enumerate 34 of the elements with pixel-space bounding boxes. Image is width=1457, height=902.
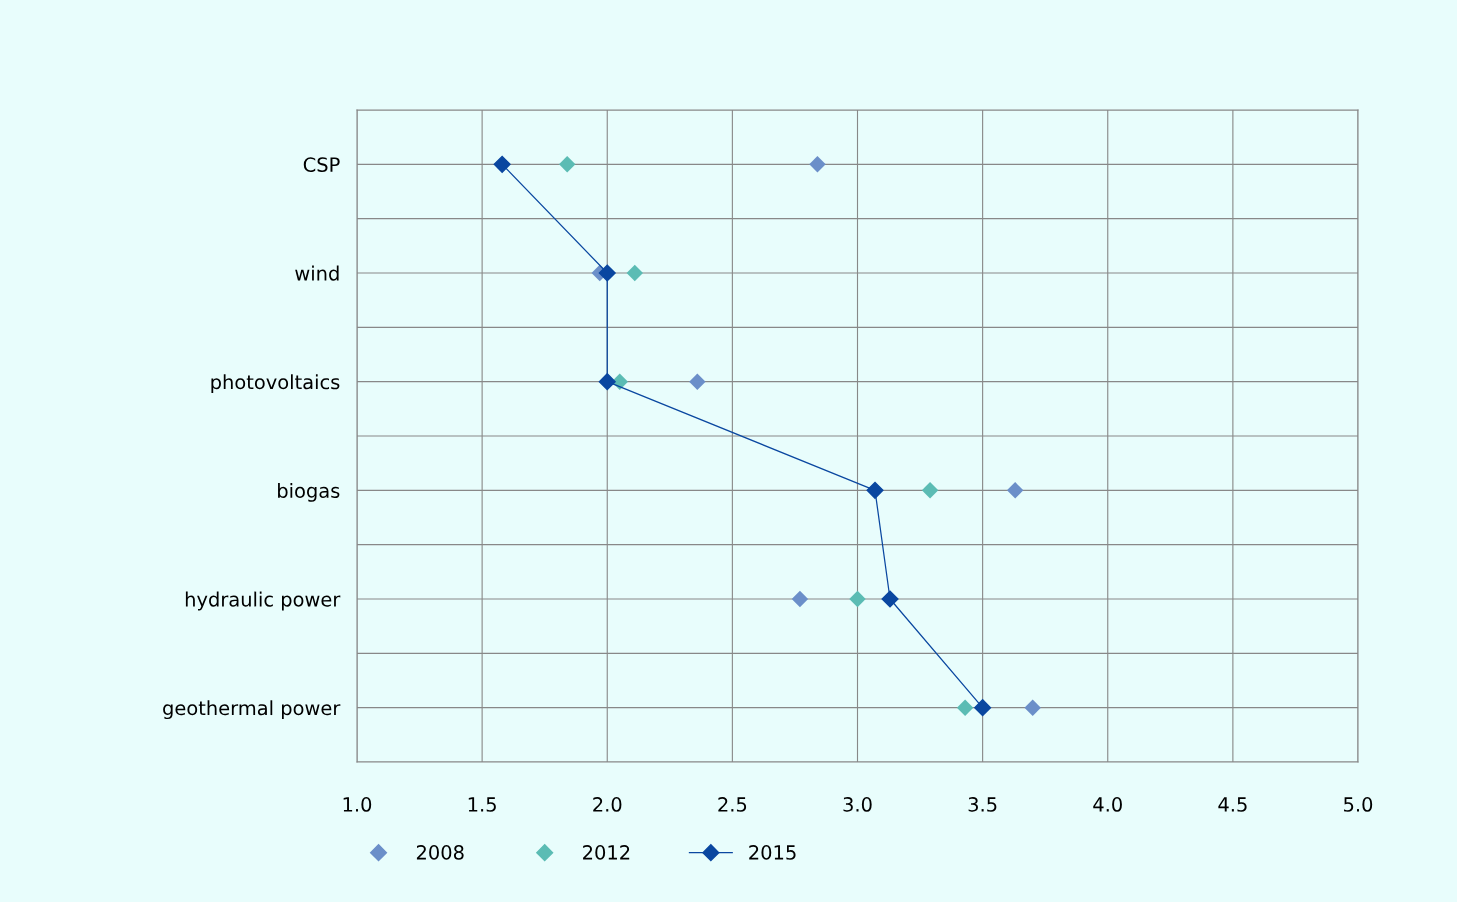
y-tick-label: CSP [303, 157, 340, 172]
point [598, 264, 616, 282]
x-tick-label: 5.0 [1344, 797, 1373, 812]
point [956, 699, 974, 716]
point [493, 155, 511, 173]
point [921, 482, 939, 499]
point [809, 156, 826, 173]
point [558, 156, 576, 173]
point [881, 590, 899, 608]
legend-label: 2012 [583, 845, 630, 860]
y-tick-label: hydraulic power [185, 591, 341, 611]
y-tick-label: geothermal power [163, 700, 341, 720]
x-tick-label: 4.0 [1093, 797, 1122, 812]
point [791, 590, 809, 608]
x-tick-label: 1.0 [343, 797, 372, 812]
x-tick-label: 3.0 [843, 797, 872, 812]
point [1006, 482, 1024, 499]
legend-label: 2008 [416, 845, 464, 860]
x-tick-label: 4.5 [1218, 797, 1247, 812]
point [849, 590, 866, 608]
legend-label: 2015 [749, 845, 796, 860]
y-tick-label: photovoltaics [211, 374, 340, 394]
point [598, 373, 616, 391]
y-tick-label: biogas [278, 482, 340, 502]
point [1024, 699, 1041, 716]
point [866, 481, 884, 499]
point [689, 373, 706, 390]
y-tick-label: wind [295, 265, 339, 281]
x-tick-label: 3.5 [968, 797, 997, 812]
point [974, 699, 992, 717]
x-tick-label: 2.0 [593, 797, 622, 812]
point [626, 264, 643, 282]
x-tick-label: 2.5 [718, 797, 747, 812]
x-tick-label: 1.5 [468, 797, 496, 812]
